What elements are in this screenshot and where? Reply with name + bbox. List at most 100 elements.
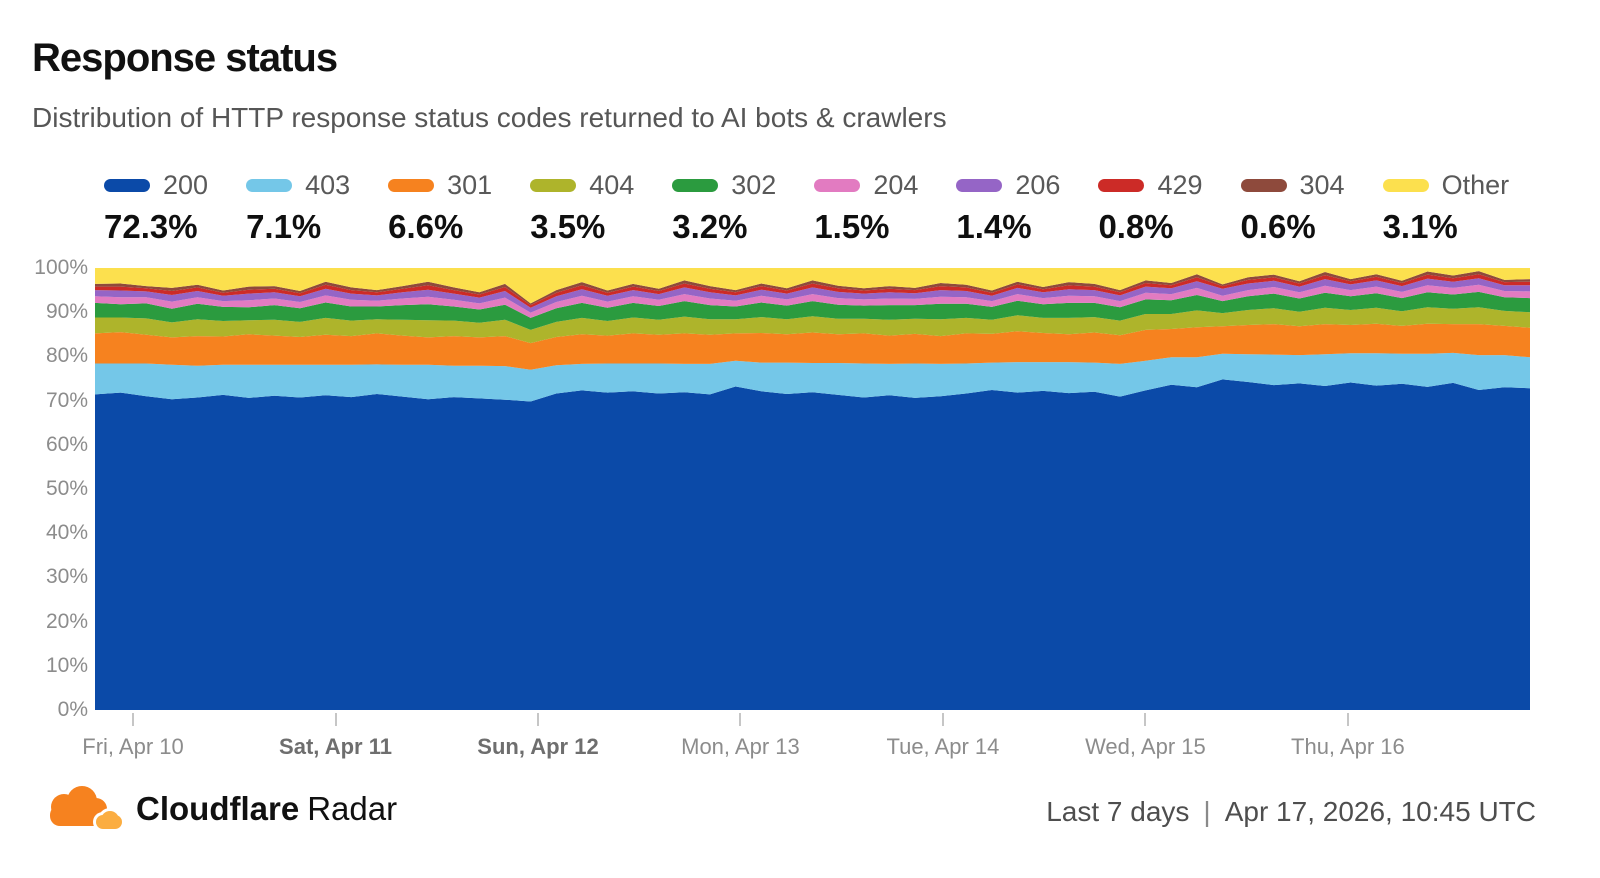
x-axis-tick-mark xyxy=(739,713,742,726)
footer: Cloudflare Radar Last 7 days | Apr 17, 2026… xyxy=(0,770,1600,860)
legend-share-value: 7.1% xyxy=(246,208,322,245)
legend-item-header: 304 xyxy=(1240,170,1345,201)
page-subtitle: Distribution of HTTP response status cod… xyxy=(32,102,947,133)
legend-code-label: 403 xyxy=(305,170,351,200)
legend-swatch-icon xyxy=(1098,179,1145,192)
legend-share-value: 72.3% xyxy=(104,208,198,245)
x-axis-tick-label: Sat, Apr 11 xyxy=(279,734,392,759)
y-axis-tick-label: 10% xyxy=(45,653,88,677)
y-axis-tick-label: 70% xyxy=(45,388,88,412)
range-separator: | xyxy=(1203,796,1211,827)
legend-item-header: 404 xyxy=(530,170,634,201)
x-axis-tick-label: Thu, Apr 16 xyxy=(1291,734,1405,759)
x-axis-tick-mark xyxy=(132,713,135,726)
legend-code-label: Other xyxy=(1441,170,1510,200)
y-axis-tick-label: 100% xyxy=(34,256,88,279)
legend-item-200[interactable]: 200 72.3% xyxy=(104,170,208,246)
legend-swatch-icon xyxy=(104,179,150,192)
brand-name: Cloudflare xyxy=(136,790,300,827)
legend-swatch-icon xyxy=(1240,179,1287,192)
legend-code-label: 404 xyxy=(589,170,635,200)
legend-share-value: 3.1% xyxy=(1382,208,1458,245)
area-band-204 xyxy=(95,284,1530,318)
x-axis-tick-label: Mon, Apr 13 xyxy=(681,734,800,759)
legend: 200 72.3% 403 7.1% 301 6.6% 404 3.5% 302 3.2% 204 1… xyxy=(104,170,1547,246)
x-axis-tick-mark xyxy=(536,713,539,726)
x-axis-tick-label: Wed, Apr 15 xyxy=(1085,734,1206,759)
legend-item-429[interactable]: 429 0.8% xyxy=(1098,170,1203,246)
legend-share-value: 0.8% xyxy=(1098,208,1174,245)
area-band-302 xyxy=(95,291,1530,330)
x-axis-tick-mark xyxy=(1144,713,1147,726)
legend-share-value: 0.6% xyxy=(1240,208,1316,245)
legend-code-label: 200 xyxy=(163,170,209,200)
legend-item-header: 204 xyxy=(814,170,918,201)
range-label: Last 7 days xyxy=(1046,796,1190,827)
y-axis: 100% 90% 80% 70% 60% 50% 40% 30% 20% 10% 0% xyxy=(8,257,88,721)
y-axis-tick-label: 90% xyxy=(45,300,88,324)
legend-code-label: 204 xyxy=(873,170,919,200)
legend-item-header: 403 xyxy=(246,170,350,201)
legend-code-label: 206 xyxy=(1015,170,1061,200)
legend-code-label: 301 xyxy=(447,170,493,200)
legend-item-206[interactable]: 206 1.4% xyxy=(956,170,1060,246)
legend-swatch-icon xyxy=(1382,179,1429,192)
area-band-301 xyxy=(95,323,1530,370)
brand-product: Radar xyxy=(307,790,398,827)
legend-item-204[interactable]: 204 1.5% xyxy=(814,170,918,246)
y-axis-tick-label: 40% xyxy=(45,521,88,545)
y-axis-tick-label: 20% xyxy=(45,609,88,633)
y-axis-tick-label: 30% xyxy=(45,565,88,589)
legend-share-value: 1.4% xyxy=(956,208,1032,245)
legend-share-value: 3.2% xyxy=(672,208,748,245)
legend-code-label: 304 xyxy=(1299,170,1345,200)
legend-item-header: 429 xyxy=(1098,170,1203,201)
legend-swatch-icon xyxy=(530,179,577,192)
page-title: Response status xyxy=(32,36,338,80)
x-axis-tick-label: Fri, Apr 10 xyxy=(82,734,184,759)
brand-link[interactable]: Cloudflare Radar xyxy=(36,782,397,836)
legend-item-301[interactable]: 301 6.6% xyxy=(388,170,492,246)
legend-item-404[interactable]: 404 3.5% xyxy=(530,170,634,246)
legend-swatch-icon xyxy=(672,179,719,192)
area-band-200 xyxy=(95,379,1530,710)
timestamp: Apr 17, 2026, 10:45 UTC xyxy=(1224,796,1536,827)
y-axis-tick-label: 60% xyxy=(45,432,88,456)
legend-item-header: Other xyxy=(1382,170,1510,201)
legend-item-header: 206 xyxy=(956,170,1060,201)
area-band-206 xyxy=(95,278,1530,313)
legend-share-value: 3.5% xyxy=(530,208,606,245)
legend-code-label: 302 xyxy=(731,170,777,200)
legend-share-value: 6.6% xyxy=(388,208,464,245)
x-axis-tick-mark xyxy=(1346,713,1349,726)
x-axis-tick-mark xyxy=(941,713,944,726)
area-band-404 xyxy=(95,307,1530,344)
legend-item-304[interactable]: 304 0.6% xyxy=(1240,170,1345,246)
area-band-other xyxy=(95,268,1530,304)
legend-swatch-icon xyxy=(388,179,435,192)
y-axis-tick-label: 0% xyxy=(57,698,88,721)
legend-swatch-icon xyxy=(246,179,293,192)
legend-item-302[interactable]: 302 3.2% xyxy=(672,170,776,246)
range-info: Last 7 days | Apr 17, 2026, 10:45 UTC xyxy=(1046,796,1536,828)
area-band-403 xyxy=(95,352,1530,402)
brand-text: Cloudflare Radar xyxy=(136,790,397,828)
legend-item-header: 302 xyxy=(672,170,776,201)
x-axis-tick-label: Sun, Apr 12 xyxy=(477,734,599,759)
legend-code-label: 429 xyxy=(1157,170,1203,200)
legend-share-value: 1.5% xyxy=(814,208,890,245)
x-axis-tick-mark xyxy=(334,713,337,726)
legend-swatch-icon xyxy=(956,179,1003,192)
legend-item-header: 301 xyxy=(388,170,492,201)
stacked-area-plot[interactable] xyxy=(95,268,1530,710)
legend-item-header: 200 xyxy=(104,170,208,201)
legend-item-403[interactable]: 403 7.1% xyxy=(246,170,350,246)
y-axis-tick-label: 80% xyxy=(45,344,88,368)
y-axis-tick-label: 50% xyxy=(45,477,88,500)
x-axis: Fri, Apr 10 Sat, Apr 11 Sun, Apr 12 Mon, Ap… xyxy=(0,710,1600,770)
cloudflare-logo-icon xyxy=(50,786,124,832)
legend-swatch-icon xyxy=(814,179,861,192)
x-axis-tick-label: Tue, Apr 14 xyxy=(886,734,1000,759)
legend-item-other[interactable]: Other 3.1% xyxy=(1382,170,1510,246)
